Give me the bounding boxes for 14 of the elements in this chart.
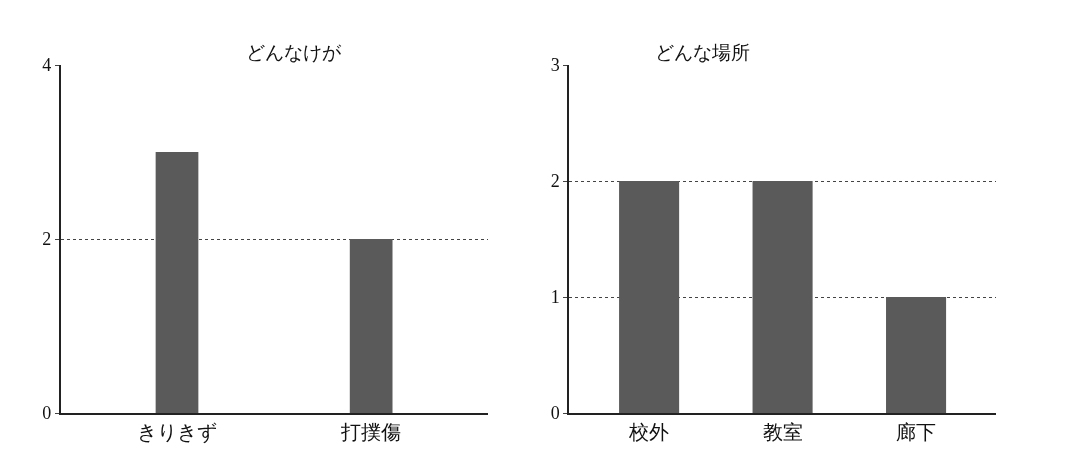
y-tick-label: 2 [550,171,560,192]
x-tick-label: 校外 [628,419,670,444]
chart-title: どんなけが [246,41,342,63]
x-tick-label: 打撲傷 [340,419,402,444]
y-tick-label: 4 [42,55,52,76]
chart-title: どんな場所 [655,41,750,63]
x-tick-label: 廊下 [896,419,937,444]
y-tick-label: 1 [550,287,560,308]
y-tick-label: 2 [42,229,52,250]
y-tick-label: 0 [42,403,52,424]
y-tick-label: 0 [550,403,560,424]
x-tick-label: きりきず [137,419,217,444]
y-tick-label: 3 [550,55,560,76]
x-tick-label: 教室 [762,419,803,444]
